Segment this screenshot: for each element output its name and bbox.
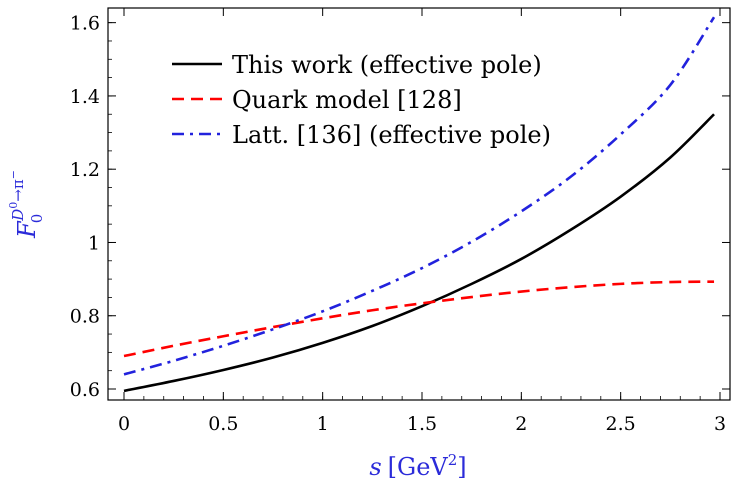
y-axis-symbol: F (13, 220, 41, 239)
x-tick-label: 2.5 (606, 413, 636, 435)
y-tick-label: 1.6 (70, 13, 100, 35)
legend-label-1: This work (effective pole) (232, 51, 542, 79)
y-axis-sup-arrow: →π (9, 179, 27, 202)
y-axis-sup-particle: D (9, 209, 27, 222)
x-axis-unit: [GeV (388, 453, 449, 481)
legend-label-2: Quark model [128] (232, 86, 462, 114)
axis-ticks (108, 8, 730, 400)
y-axis-sup-index: 0 (7, 202, 20, 209)
legend: This work (effective pole) Quark model [1… (172, 51, 551, 149)
legend-label-3: Latt. [136] (effective pole) (232, 121, 551, 149)
y-tick-label: 1.2 (70, 159, 100, 181)
x-tick-label: 2 (515, 413, 527, 435)
plot-frame (107, 7, 731, 401)
x-tick-label: 1.5 (407, 413, 437, 435)
axis-tick-labels: 0 0.5 1 1.5 2 2.5 3 0.6 0.8 1 1.2 1.4 1.6 (70, 13, 726, 435)
x-axis-unit-close: ] (457, 453, 466, 481)
x-axis-variable: s (369, 453, 381, 481)
x-tick-label: 1 (317, 413, 329, 435)
y-tick-label: 0.6 (70, 379, 100, 401)
x-axis-unit-exponent: 2 (448, 451, 458, 469)
y-axis-subscript: 0 (28, 214, 46, 224)
series-line-2 (123, 280, 715, 358)
series-line-3 (123, 16, 716, 376)
x-axis-title: s [GeV2] (369, 451, 466, 481)
x-tick-label: 0 (118, 413, 130, 435)
y-tick-label: 1.4 (70, 86, 100, 108)
x-tick-label: 3 (714, 413, 726, 435)
x-tick-label: 0.5 (208, 413, 238, 435)
series-lines (123, 16, 716, 393)
y-tick-label: 0.8 (70, 306, 100, 328)
y-axis-sup-charge: − (7, 170, 20, 179)
series-line-1 (123, 113, 715, 393)
y-axis-title: F0D0→π− (7, 170, 46, 239)
y-tick-label: 1 (88, 232, 100, 254)
